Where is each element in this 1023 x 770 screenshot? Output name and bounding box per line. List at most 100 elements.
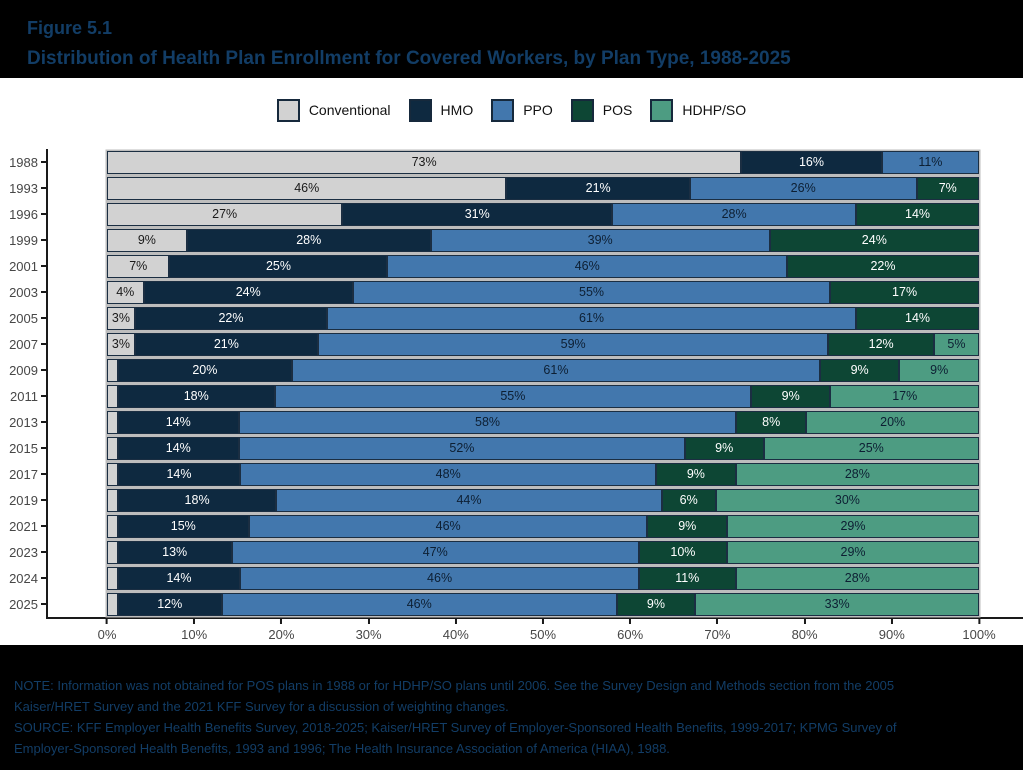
- bar-segment: 21%: [134, 332, 318, 356]
- year-label: 2009: [9, 362, 38, 378]
- year-tick-mark: [41, 551, 46, 553]
- bar-segment: [107, 592, 118, 616]
- bar-segment: [107, 462, 118, 486]
- bar-segment: 14%: [117, 410, 240, 434]
- bar-segment: 27%: [107, 202, 343, 226]
- bar-segment: 4%: [107, 280, 144, 304]
- chart-row: 2024 14% 46% 11% 28%: [0, 565, 1023, 591]
- x-tick: 90%: [879, 619, 905, 642]
- year-tick-mark: [41, 239, 46, 241]
- figure-label: Figure 5.1: [27, 18, 113, 38]
- bar-segment: 61%: [292, 358, 820, 382]
- chart-row: 1996 27% 31% 28% 14%: [0, 201, 1023, 227]
- bar-track: 14% 58% 8% 20%: [107, 410, 979, 434]
- row-panel: 46% 21% 26% 7%: [46, 175, 1023, 201]
- bar-segment: 28%: [612, 202, 857, 226]
- bar-segment: 28%: [186, 228, 431, 252]
- bar-segment: 11%: [881, 150, 980, 174]
- legend-item-ppo: PPO: [491, 98, 553, 122]
- bar-segment: 14%: [856, 306, 979, 330]
- bar-track: 3% 21% 59% 12% 5%: [107, 332, 979, 356]
- bar-segment: 18%: [117, 488, 277, 512]
- bar-segment: 9%: [819, 358, 900, 382]
- chart-row: 2013 14% 58% 8% 20%: [0, 409, 1023, 435]
- chart-row: 2021 15% 46% 9% 29%: [0, 513, 1023, 539]
- bar-track: 46% 21% 26% 7%: [107, 176, 979, 200]
- x-tick-mark: [542, 619, 544, 624]
- year-label: 2003: [9, 284, 38, 300]
- year-tick-mark: [41, 577, 46, 579]
- x-tick: 70%: [704, 619, 730, 642]
- year-tick-mark: [41, 499, 46, 501]
- bar-segment: 26%: [689, 176, 917, 200]
- bar-segment: 16%: [741, 150, 882, 174]
- chart-row: 2025 12% 46% 9% 33%: [0, 591, 1023, 617]
- chart-row: 2005 3% 22% 61% 14%: [0, 305, 1023, 331]
- bar-segment: 17%: [830, 384, 979, 408]
- bar-segment: 5%: [933, 332, 979, 356]
- row-panel: 9% 28% 39% 24%: [46, 227, 1023, 253]
- header: Figure 5.1 Distribution of Health Plan E…: [0, 0, 1023, 78]
- legend-item-conventional: Conventional: [276, 98, 391, 122]
- row-panel: 13% 47% 10% 29%: [46, 539, 1023, 565]
- year-tick-mark: [41, 265, 46, 267]
- bar-segment: [107, 384, 118, 408]
- chart-row: 2015 14% 52% 9% 25%: [0, 435, 1023, 461]
- chart-row: 1988 73% 16% 11%: [0, 149, 1023, 175]
- bar-track: 3% 22% 61% 14%: [107, 306, 979, 330]
- x-tick-label: 100%: [962, 627, 996, 642]
- legend-label: Conventional: [308, 102, 391, 118]
- row-panel: 12% 46% 9% 33%: [46, 591, 1023, 617]
- chart-row: 1999 9% 28% 39% 24%: [0, 227, 1023, 253]
- row-panel: 14% 58% 8% 20%: [46, 409, 1023, 435]
- bar-segment: 14%: [117, 566, 241, 590]
- year-label: 2023: [9, 544, 38, 560]
- year-label: 2001: [9, 258, 38, 274]
- bar-segment: 31%: [342, 202, 613, 226]
- bar-segment: 48%: [240, 462, 657, 486]
- x-tick-mark: [193, 619, 196, 624]
- bar-segment: 9%: [684, 436, 764, 460]
- bar-track: 15% 46% 9% 29%: [107, 514, 979, 538]
- x-tick-label: 0%: [97, 627, 117, 642]
- bar-segment: 20%: [806, 410, 979, 434]
- x-tick-mark: [803, 619, 806, 624]
- bar-segment: 20%: [117, 358, 293, 382]
- ppo-swatch-icon: [491, 98, 515, 122]
- bar-segment: 22%: [134, 306, 327, 330]
- row-panel: 4% 24% 55% 17%: [46, 279, 1023, 305]
- chart-row: 2007 3% 21% 59% 12% 5%: [0, 331, 1023, 357]
- bar-track: 13% 47% 10% 29%: [107, 540, 980, 564]
- chart-row: 2017 14% 48% 9% 28%: [0, 461, 1023, 487]
- bar-segment: 11%: [638, 566, 736, 590]
- year-tick-mark: [41, 603, 46, 605]
- bar-segment: 47%: [231, 540, 639, 564]
- legend-item-hmo: HMO: [408, 98, 474, 122]
- x-tick-mark: [629, 619, 632, 624]
- row-panel: 7% 25% 46% 22%: [46, 253, 1023, 279]
- bar-segment: 9%: [750, 384, 831, 408]
- bar-segment: 17%: [830, 280, 979, 304]
- legend-label: HMO: [440, 102, 474, 118]
- bar-segment: 46%: [240, 566, 639, 590]
- x-tick-label: 70%: [704, 627, 731, 642]
- x-tick-label: 90%: [878, 627, 905, 642]
- x-tick: 80%: [792, 619, 818, 642]
- x-axis-ticks: 0% 10% 20% 30% 40% 50% 60% 70% 80% 90% 100%: [98, 619, 996, 645]
- bar-track: 9% 28% 39% 24%: [107, 228, 979, 252]
- chart-row: 1993 46% 21% 26% 7%: [0, 175, 1023, 201]
- row-panel: 14% 48% 9% 28%: [46, 461, 1023, 487]
- bar-segment: 6%: [661, 488, 716, 512]
- bar-track: 14% 48% 9% 28%: [107, 462, 980, 486]
- year-label: 2007: [9, 336, 38, 352]
- bar-segment: 15%: [117, 514, 249, 538]
- bar-segment: 46%: [107, 176, 507, 200]
- x-tick-label: 20%: [268, 627, 295, 642]
- bar-segment: 9%: [899, 358, 979, 382]
- year-label: 1988: [9, 154, 38, 170]
- x-tick-mark: [105, 619, 108, 624]
- bar-segment: 9%: [647, 514, 728, 538]
- year-tick-mark: [41, 369, 46, 371]
- legend: Conventional HMO PPO POS HDHP/SO: [0, 95, 1023, 125]
- pos-swatch-icon: [570, 98, 594, 122]
